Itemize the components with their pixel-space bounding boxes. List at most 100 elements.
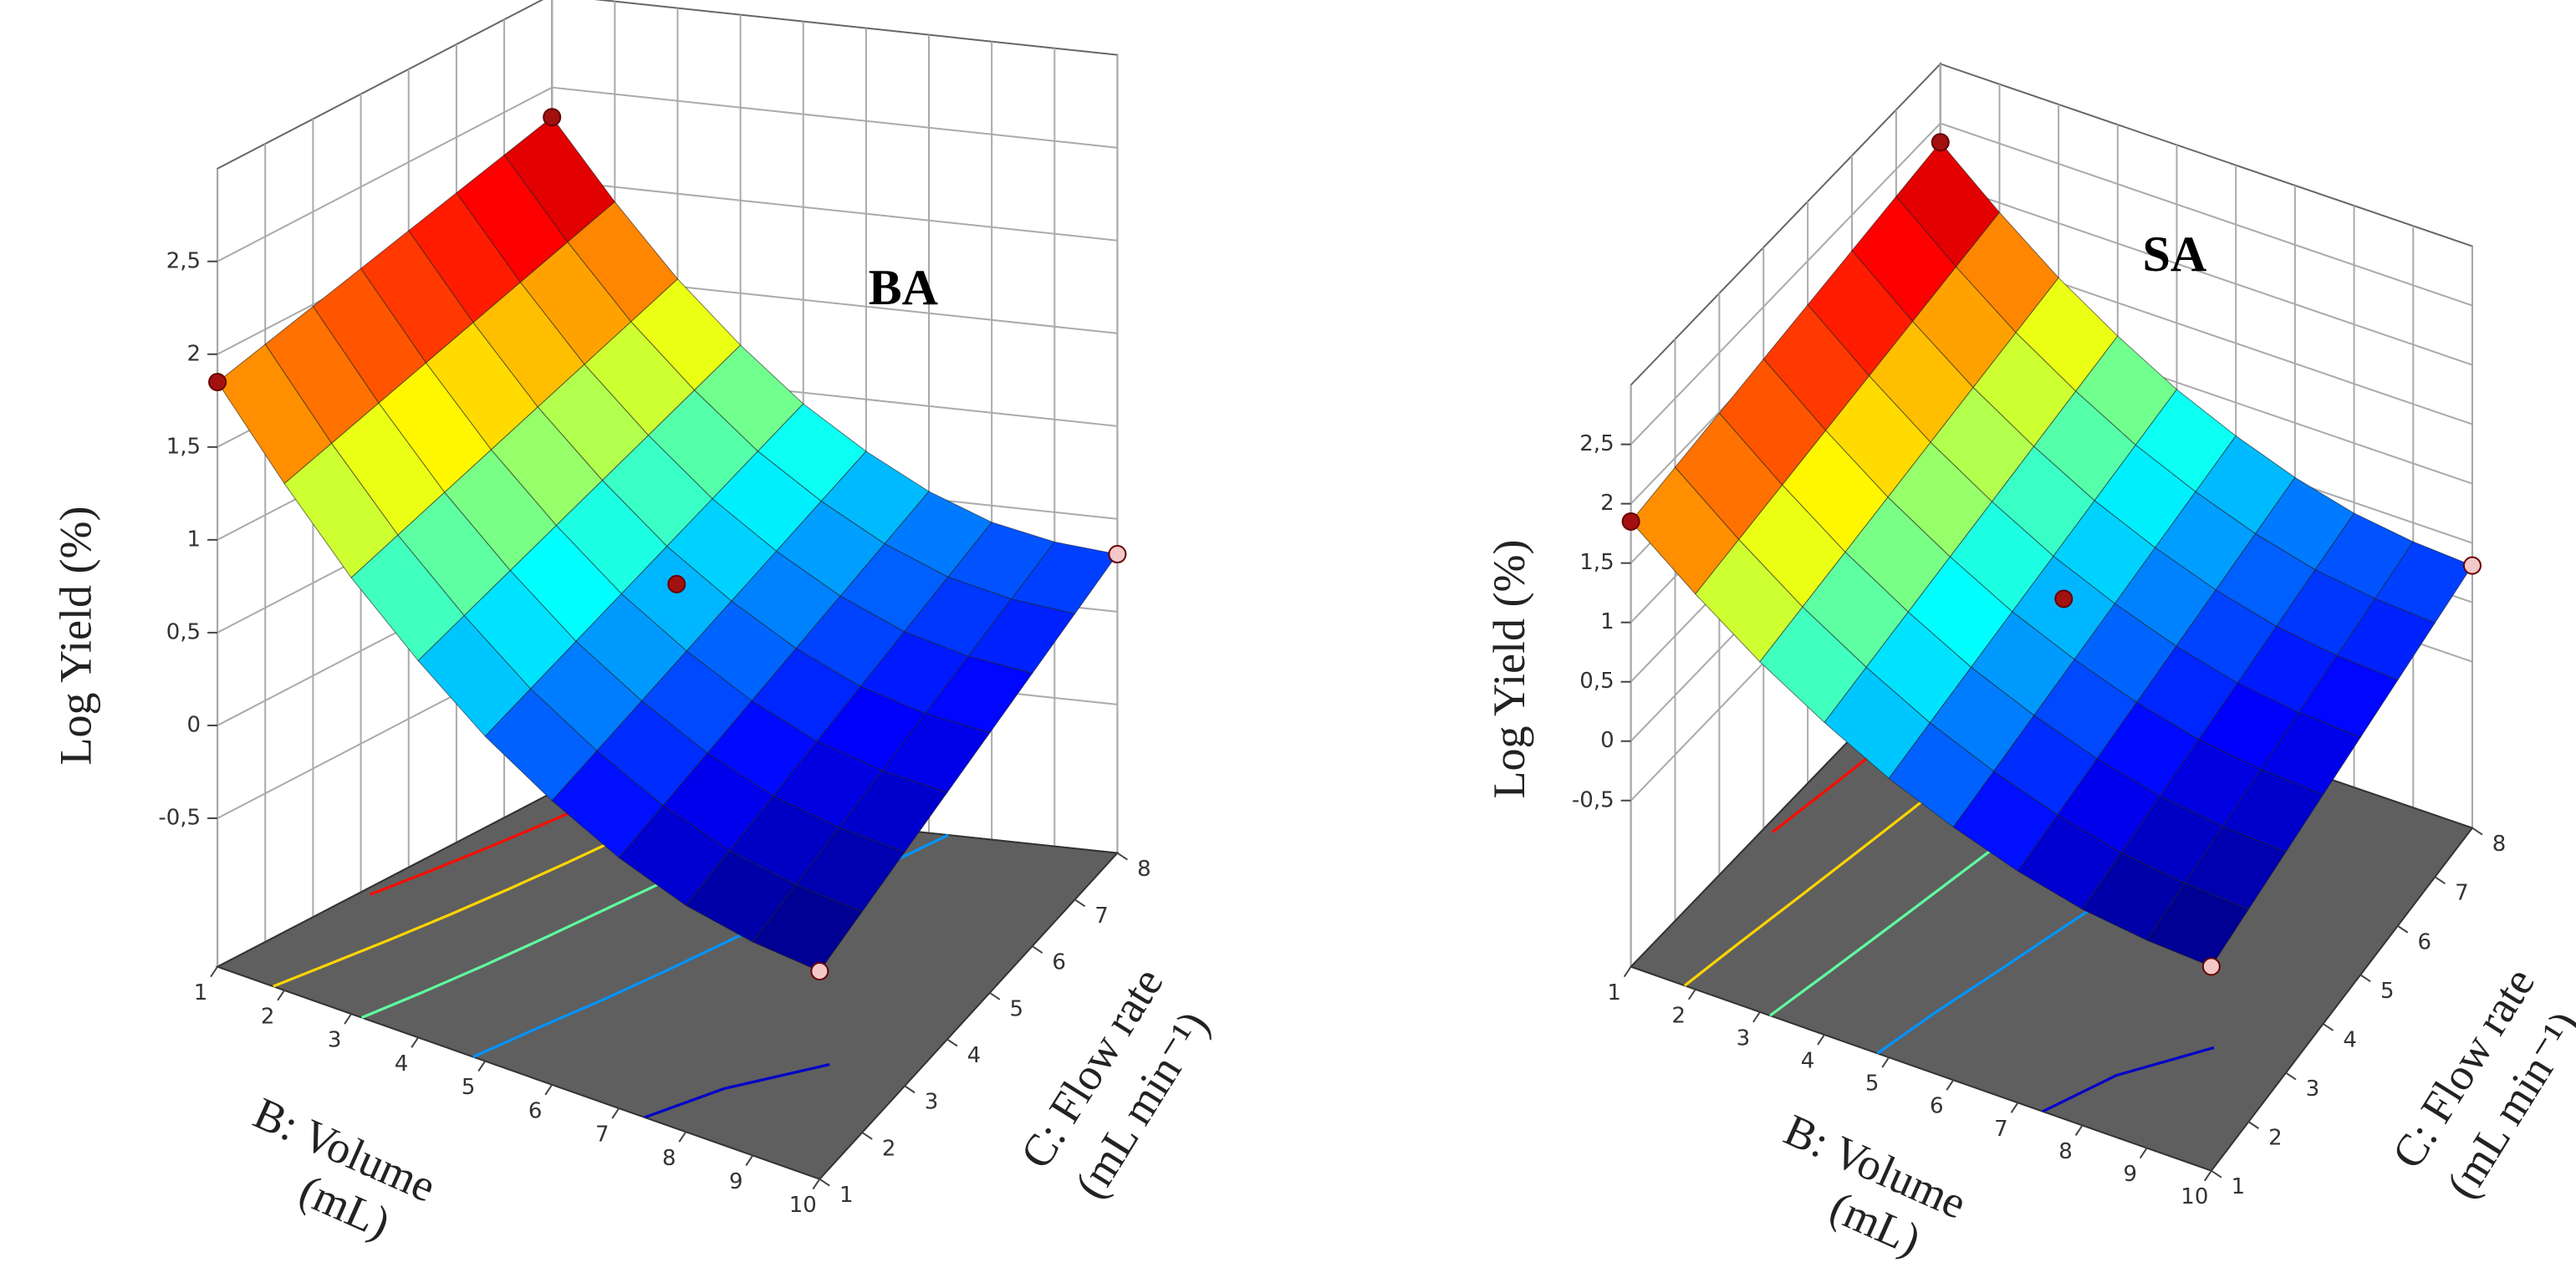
z-tick-label: 2 — [187, 341, 201, 366]
y-tick — [2397, 924, 2409, 934]
design-point — [543, 108, 562, 127]
z-tick-label: -0,5 — [158, 805, 201, 830]
contour — [370, 797, 604, 896]
design-point — [667, 574, 686, 593]
x-tick — [210, 966, 218, 978]
contour — [2042, 1046, 2215, 1113]
design-point — [2201, 957, 2221, 976]
x-tick-label: 5 — [1865, 1072, 1880, 1097]
y-tick — [2471, 827, 2483, 836]
x-tick — [611, 1107, 620, 1119]
design-point — [1621, 512, 1640, 531]
x-tick-label: 2 — [1671, 1003, 1686, 1028]
y-tick — [819, 1178, 830, 1187]
x-tick — [1752, 1011, 1761, 1023]
x-tick-label: 2 — [261, 1004, 275, 1029]
panel: -0,5 0 0,5 1 1,5 2 2,5 1 2 3 4 5 6 7 8 9 10 1 2 3 4 5 6 7 8 BA Log… — [50, 0, 1219, 1249]
y-tick-label: 6 — [2418, 929, 2432, 955]
design-point — [2462, 556, 2482, 575]
y-tick — [904, 1085, 916, 1094]
y-tick — [2211, 1169, 2222, 1179]
x-tick-label: 5 — [462, 1075, 476, 1100]
x-tick-label: 4 — [1801, 1048, 1815, 1073]
x-tick-label: 9 — [729, 1169, 743, 1194]
x-tick — [344, 1013, 352, 1025]
x-tick — [2204, 1170, 2212, 1182]
x-tick — [544, 1084, 553, 1096]
x-tick — [277, 990, 285, 1001]
contour — [644, 1063, 830, 1119]
surface-cell — [2145, 883, 2250, 968]
y-tick — [2323, 1023, 2334, 1031]
design-point — [810, 961, 829, 980]
y-tick-label: 3 — [2306, 1077, 2320, 1102]
x-tick-label: 7 — [1994, 1117, 2008, 1142]
y-tick-label: 8 — [2492, 832, 2507, 857]
x-tick — [1881, 1056, 1890, 1068]
x-tick — [2074, 1124, 2084, 1137]
y-tick — [2247, 1121, 2260, 1129]
y-tick — [989, 991, 1001, 1000]
y-tick-label: 5 — [1010, 996, 1024, 1021]
grid-line — [217, 86, 1118, 262]
design-point — [2054, 589, 2074, 608]
x-tick-label: 1 — [1607, 980, 1621, 1005]
y-tick-label: 1 — [839, 1183, 854, 1208]
panel-title: BA — [869, 260, 938, 315]
design-point — [1931, 133, 1950, 152]
z-tick-label: 1,5 — [166, 434, 201, 459]
z-tick-label: 2,5 — [1579, 431, 1614, 456]
x-tick — [411, 1036, 419, 1048]
x-tick — [477, 1060, 487, 1072]
z-tick-label: -0,5 — [1572, 787, 1614, 812]
y-tick — [2359, 974, 2371, 983]
z-axis-label: Log Yield (%) — [1484, 540, 1534, 799]
z-tick-label: 2 — [1600, 491, 1614, 516]
y-tick-label: 8 — [1137, 857, 1151, 882]
x-tick — [1623, 966, 1632, 978]
x-tick-label: 10 — [2181, 1184, 2208, 1209]
x-tick-label: 4 — [395, 1051, 409, 1077]
x-tick — [812, 1179, 821, 1190]
y-tick — [1116, 852, 1128, 861]
x-tick — [678, 1131, 687, 1143]
x-tick-label: 10 — [789, 1193, 817, 1218]
x-tick — [1817, 1034, 1825, 1046]
y-tick — [946, 1038, 958, 1047]
x-tick-label: 9 — [2123, 1162, 2137, 1187]
x-tick-label: 8 — [662, 1146, 676, 1171]
y-tick-label: 5 — [2380, 979, 2395, 1004]
x-tick-label: 6 — [1930, 1094, 1944, 1119]
y-tick-label: 4 — [2343, 1027, 2357, 1052]
z-tick-label: 2,5 — [166, 248, 201, 273]
z-tick-label: 0,5 — [1579, 669, 1614, 694]
y-tick-label: 7 — [1094, 904, 1109, 929]
surface-cell — [752, 884, 863, 972]
grid-line — [1630, 122, 2473, 445]
x-tick-label: 6 — [528, 1098, 543, 1123]
x-tick — [2010, 1102, 2019, 1113]
y-tick — [2285, 1072, 2297, 1081]
y-tick — [2434, 876, 2446, 884]
z-axis-label: Log Yield (%) — [50, 507, 100, 766]
y-tick-label: 7 — [2455, 881, 2469, 906]
y-tick-label: 2 — [882, 1136, 896, 1161]
x-tick-label: 7 — [595, 1123, 610, 1148]
x-tick-label: 8 — [2058, 1139, 2073, 1164]
y-tick-label: 3 — [925, 1090, 939, 1115]
design-point — [1108, 545, 1127, 564]
z-tick-label: 0,5 — [166, 619, 201, 644]
y-tick — [861, 1132, 873, 1140]
x-tick-label: 3 — [328, 1028, 342, 1053]
y-tick-label: 2 — [2268, 1126, 2283, 1151]
y-tick — [1074, 899, 1086, 908]
z-tick-label: 1 — [187, 527, 201, 552]
x-tick — [745, 1154, 754, 1167]
z-tick-label: 0 — [187, 712, 201, 737]
y-tick — [1032, 945, 1043, 954]
x-tick — [1687, 989, 1696, 1000]
y-tick-label: 4 — [967, 1043, 982, 1068]
design-point — [208, 373, 227, 392]
